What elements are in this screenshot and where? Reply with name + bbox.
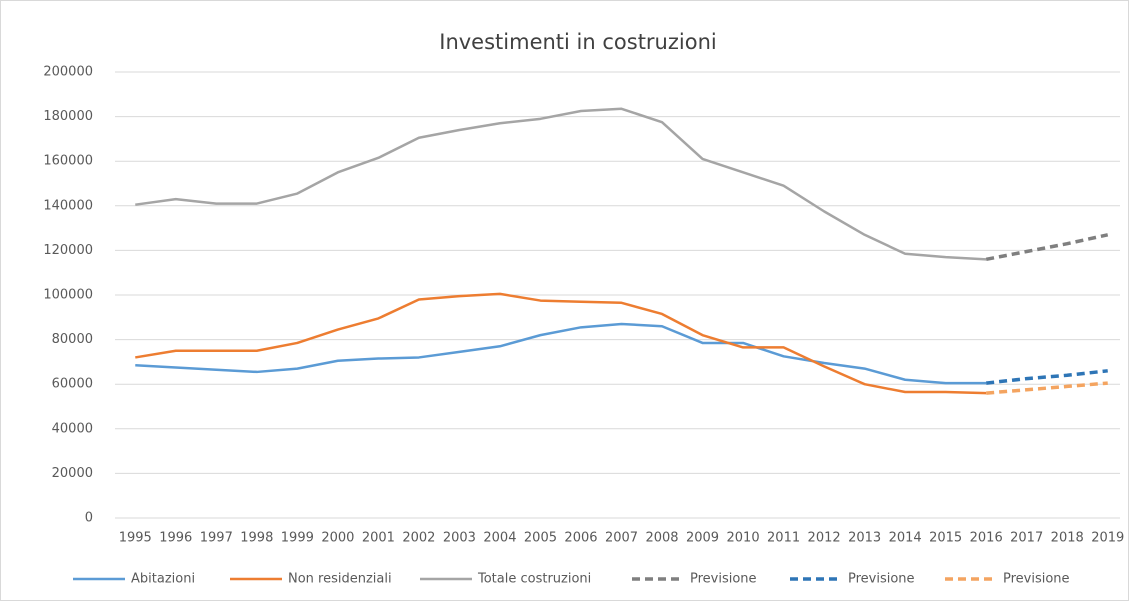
series-line bbox=[135, 292, 987, 395]
x-tick-label: 2007 bbox=[605, 531, 638, 546]
series-line bbox=[135, 322, 987, 385]
y-tick-label: 60000 bbox=[52, 377, 93, 392]
y-tick-label: 160000 bbox=[43, 154, 93, 169]
y-tick-label: 40000 bbox=[52, 421, 93, 436]
legend-label: Previsione bbox=[1003, 572, 1070, 587]
y-tick-label: 0 bbox=[85, 511, 93, 526]
x-tick-label: 1997 bbox=[200, 531, 233, 546]
x-tick-label: 2006 bbox=[564, 531, 597, 546]
x-tick-label: 2018 bbox=[1051, 531, 1084, 546]
x-tick-label: 1999 bbox=[281, 531, 314, 546]
y-tick-label: 100000 bbox=[43, 288, 93, 303]
x-tick-label: 2009 bbox=[686, 531, 719, 546]
legend-label: Abitazioni bbox=[131, 572, 195, 587]
series-line bbox=[986, 381, 1108, 395]
legend-label: Previsione bbox=[848, 572, 915, 587]
x-tick-label: 2016 bbox=[970, 531, 1003, 546]
chart-title: Investimenti in costruzioni bbox=[439, 30, 716, 54]
x-tick-label: 1998 bbox=[240, 531, 273, 546]
x-tick-label: 2014 bbox=[889, 531, 922, 546]
x-tick-label: 2011 bbox=[767, 531, 800, 546]
legend-label: Totale costruzioni bbox=[477, 572, 591, 587]
x-tick-label: 1995 bbox=[119, 531, 152, 546]
x-tick-label: 2005 bbox=[524, 531, 557, 546]
x-tick-label: 2004 bbox=[483, 531, 516, 546]
x-tick-label: 2003 bbox=[443, 531, 476, 546]
y-tick-label: 20000 bbox=[52, 466, 93, 481]
y-tick-label: 180000 bbox=[43, 109, 93, 124]
x-tick-label: 1996 bbox=[159, 531, 192, 546]
x-tick-label: 2012 bbox=[808, 531, 841, 546]
y-tick-label: 200000 bbox=[43, 65, 93, 80]
x-tick-label: 2015 bbox=[929, 531, 962, 546]
y-tick-label: 140000 bbox=[43, 198, 93, 213]
x-tick-label: 2017 bbox=[1010, 531, 1043, 546]
y-tick-label: 120000 bbox=[43, 243, 93, 258]
x-tick-label: 2010 bbox=[727, 531, 760, 546]
series-line bbox=[985, 369, 1108, 385]
x-tick-label: 2002 bbox=[402, 531, 435, 546]
x-tick-label: 2013 bbox=[848, 531, 881, 546]
x-tick-label: 2019 bbox=[1091, 531, 1124, 546]
series-line bbox=[135, 107, 987, 261]
legend-label: Non residenziali bbox=[288, 572, 392, 587]
series-line bbox=[985, 233, 1109, 262]
x-tick-label: 2000 bbox=[321, 531, 354, 546]
legend-label: Previsione bbox=[690, 572, 757, 587]
y-tick-label: 80000 bbox=[52, 332, 93, 347]
x-tick-label: 2008 bbox=[645, 531, 678, 546]
x-tick-label: 2001 bbox=[362, 531, 395, 546]
